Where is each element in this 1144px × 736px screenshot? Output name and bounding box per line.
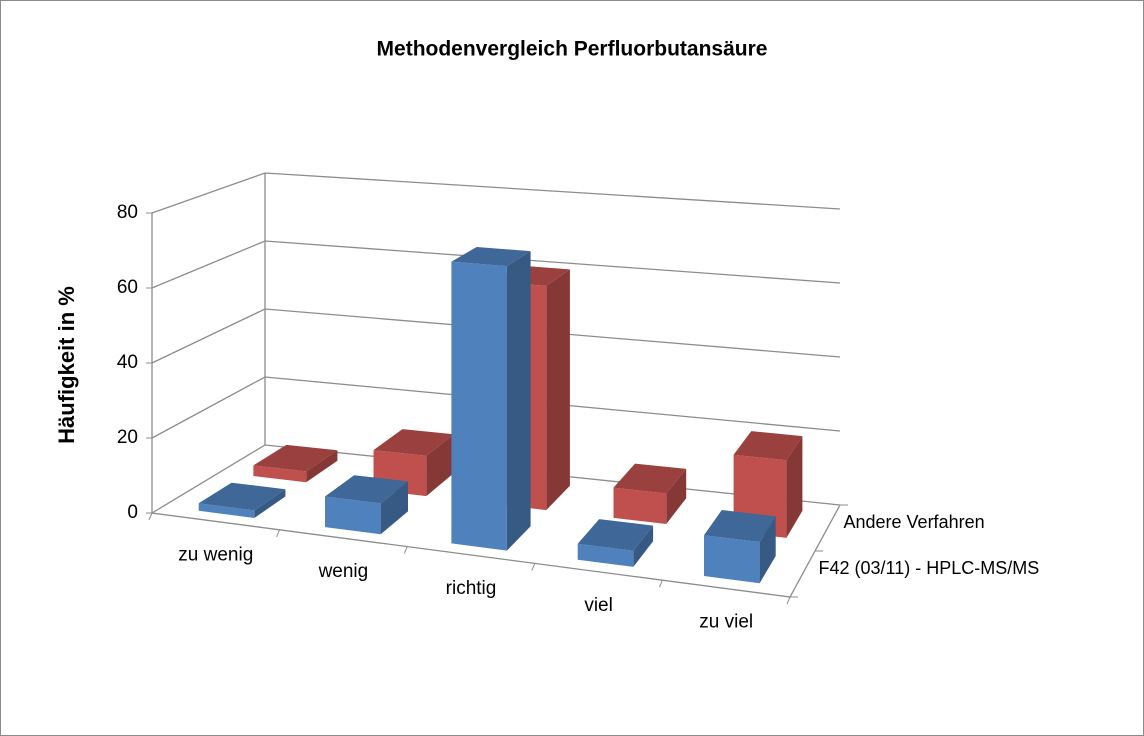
bar-top [373,429,454,456]
x-tick-label: wenig [318,561,369,582]
bar-top [253,444,338,472]
bar-front [198,503,255,518]
bar-top [451,247,531,267]
bar [325,475,408,535]
x-tick-label: viel [584,595,613,616]
bar-front [577,543,634,567]
bar-front [613,487,667,524]
bar-side [759,516,776,584]
x-tick [658,580,663,588]
y-tick-label: 60 [117,277,138,298]
bar-front [704,535,760,584]
bar [577,519,654,567]
bar-top [733,431,803,461]
bar [451,247,531,551]
bar [198,482,286,518]
x-tick [276,529,281,537]
bar-side [506,251,531,551]
bar-side [666,468,687,524]
bar-top [704,510,776,542]
bar-top [577,519,654,551]
y-axis-label: Häufigkeit in % [54,286,79,444]
y-tick-label: 80 [117,202,138,223]
bar-side [546,269,570,511]
y-tick-label: 0 [127,502,138,523]
bar-front [253,465,307,483]
bar-top [613,463,687,494]
chart-title: Methodenvergleich Perfluorbutansäure [377,38,768,61]
bar-front [325,496,381,535]
bar-side [254,489,286,518]
x-tick-label: zu wenig [178,544,253,565]
bar-side [633,525,654,567]
x-tick [531,563,536,571]
bar-top [198,482,286,511]
bar-side [306,450,338,483]
x-tick-label: richtig [446,578,497,599]
bar [704,510,776,584]
x-tick-label: zu viel [699,612,753,633]
x-tick [403,546,408,554]
x-tick [148,512,153,521]
bar [253,444,338,483]
bar-top [325,475,408,504]
x-tick [786,596,791,605]
legend-label: F42 (03/11) - HPLC-MS/MS [819,558,1040,578]
bar [613,463,687,524]
legend-label: Andere Verfahren [844,512,985,532]
y-tick-label: 20 [117,427,138,448]
bar-side [426,434,454,497]
bar-front [451,261,507,551]
bar-side [380,481,408,535]
bar-side [786,436,803,538]
y-tick-label: 40 [117,352,138,373]
